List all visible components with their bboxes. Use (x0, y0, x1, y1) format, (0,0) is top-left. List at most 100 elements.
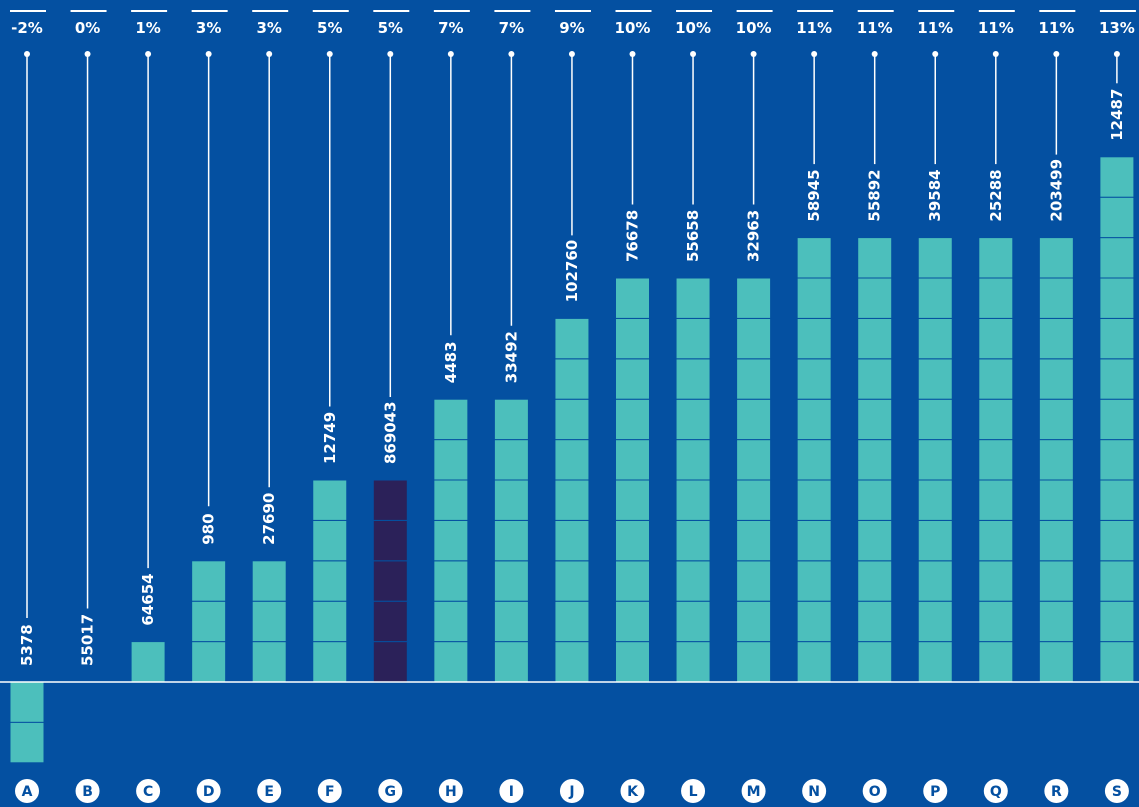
percent-label: 10% (675, 19, 711, 37)
bar-segment (675, 641, 711, 683)
bar-segment (433, 398, 469, 441)
bar-segment (433, 479, 469, 521)
count-label: 12487 (1108, 89, 1126, 141)
bar-segment (191, 560, 227, 602)
category-label: I (509, 784, 514, 800)
category-circle (438, 779, 463, 803)
category-label: H (445, 784, 457, 800)
bar-segment (493, 479, 529, 521)
bar-segment (130, 641, 166, 683)
bar-segment (796, 600, 832, 643)
count-label: 4483 (442, 341, 460, 383)
bar-segment (493, 519, 529, 562)
count-label: 25288 (987, 169, 1005, 221)
bar-segment (1038, 439, 1074, 481)
count-label: 12749 (321, 412, 339, 464)
bar-segment (857, 277, 893, 319)
bar-segment (736, 600, 772, 643)
bar-segment (1038, 560, 1074, 602)
bar-segment (736, 641, 772, 683)
bar-segment (1038, 317, 1074, 360)
bar-segment (675, 479, 711, 521)
bar-segment (978, 641, 1014, 683)
bar-segment (736, 398, 772, 441)
percent-label: 5% (378, 19, 403, 37)
bar-segment (433, 641, 469, 683)
bar-segment (857, 560, 893, 602)
bar-segment (736, 439, 772, 481)
bar-segment (615, 277, 650, 319)
percent-label: 0% (75, 19, 100, 37)
bars (9, 156, 1135, 764)
bar-segment (312, 519, 348, 562)
bar-segment (554, 439, 590, 481)
bar-segment (615, 358, 650, 400)
bar-segment (857, 317, 893, 360)
category-circle (802, 779, 827, 803)
count-label: 27690 (260, 493, 278, 545)
bar-segment (615, 560, 650, 602)
bar-segment (493, 560, 529, 602)
count-label: 203499 (1047, 159, 1065, 222)
percent-label: 10% (736, 19, 772, 37)
bar-segment (251, 560, 287, 602)
bar-segment (978, 439, 1014, 481)
bar-segment (857, 237, 893, 279)
bar-segment (372, 479, 408, 521)
bar-segment (615, 439, 650, 481)
percent-label: 1% (135, 19, 160, 37)
bar-segment (796, 277, 832, 319)
bar-segment (796, 479, 832, 521)
percent-label: 7% (438, 19, 463, 37)
percent-label: 11% (1038, 19, 1074, 37)
bar-segment (615, 641, 650, 683)
bar-segment (978, 277, 1014, 319)
percent-label: 3% (196, 19, 221, 37)
bar-segment (736, 317, 772, 360)
category-circle (378, 779, 403, 803)
count-label: 55658 (684, 210, 702, 262)
category-circle (1104, 779, 1129, 803)
count-label: 55892 (866, 169, 884, 221)
category-circle (136, 779, 161, 803)
count-label: 55017 (79, 614, 97, 666)
bar-segment (312, 641, 348, 683)
count-labels: 5378 55017 64654 980 27690 12749 869043 4483 334… (18, 89, 1126, 666)
bar-segment (857, 358, 893, 400)
bar-segment (1099, 237, 1135, 279)
count-label: 33492 (502, 331, 520, 383)
bar-segment (1038, 358, 1074, 400)
category-circle (1044, 779, 1069, 803)
percent-label: 3% (256, 19, 281, 37)
bar-segment (312, 560, 348, 602)
category-circle (983, 779, 1008, 803)
category-labels: A B C D E F G H I J K L M N O P Q R S (15, 779, 1129, 803)
bar-segment (372, 641, 408, 683)
bar-segment (1099, 560, 1135, 602)
category-label: N (808, 784, 820, 800)
bar-segment (615, 398, 650, 441)
bar-segment (796, 358, 832, 400)
count-label: 64654 (139, 573, 157, 625)
category-label: E (264, 784, 274, 800)
bar-segment (857, 600, 893, 643)
bar-segment (1099, 196, 1135, 239)
bar-segment (615, 317, 650, 360)
category-circle (499, 779, 524, 803)
bar-segment (917, 277, 953, 319)
bar-segment (978, 317, 1014, 360)
bar-segment (554, 479, 590, 521)
bar-segment (1099, 519, 1135, 562)
bar-segment (796, 439, 832, 481)
count-label: 869043 (381, 401, 399, 464)
category-label: O (869, 784, 881, 800)
bar-segment (1038, 237, 1074, 279)
bar-segment (917, 358, 953, 400)
category-label: Q (990, 784, 1002, 800)
bar-segment (917, 317, 953, 360)
count-label: 102760 (563, 240, 581, 303)
bar-segment (554, 519, 590, 562)
category-circle (257, 779, 282, 803)
bar-segment (1038, 479, 1074, 521)
